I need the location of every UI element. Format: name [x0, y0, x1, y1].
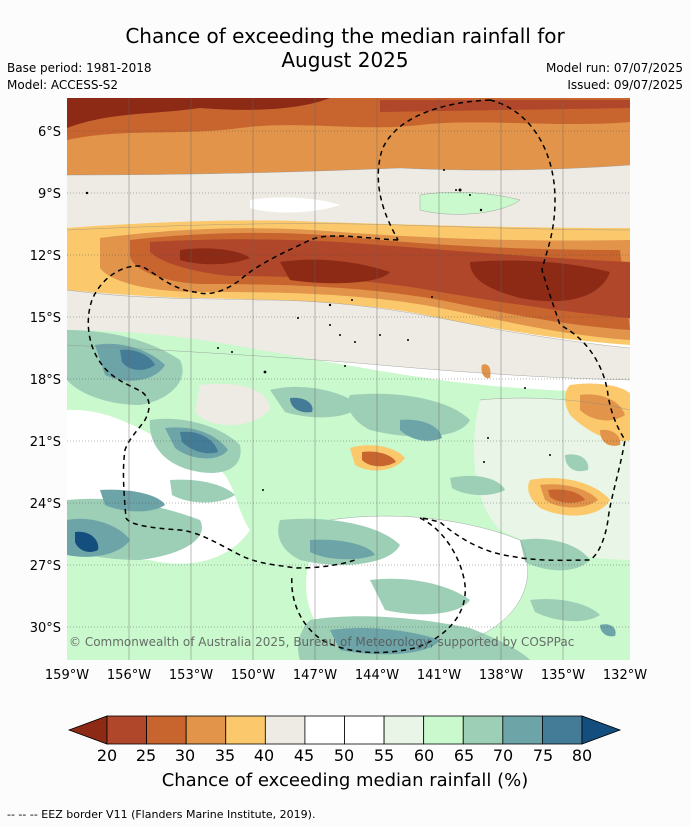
lon-label: 159°W: [45, 668, 89, 683]
lon-label: 141°W: [417, 668, 461, 683]
colorbar-extend-high: [581, 715, 622, 745]
title-line-1: Chance of exceeding the median rainfall …: [125, 24, 565, 48]
meta-left: Base period: 1981-2018 Model: ACCESS-S2: [7, 60, 152, 94]
colorbar-label: Chance of exceeding median rainfall (%): [161, 770, 529, 791]
lat-label: 9°S: [38, 187, 61, 202]
colorbar-tick: 40: [254, 746, 274, 765]
lat-label: 15°S: [30, 311, 61, 326]
colorbar-segment: [185, 715, 227, 745]
lat-label: 27°S: [30, 559, 61, 574]
colorbar-segment: [106, 715, 147, 745]
colorbar-segment: [502, 715, 543, 745]
colorbar-ticks: 20 25 30 35 40 45 50 55 60 65 70 75 80: [97, 746, 592, 765]
lon-label: 135°W: [541, 668, 585, 683]
colorbar-tick: 75: [533, 746, 553, 765]
map-title: Chance of exceeding the median rainfall …: [0, 24, 690, 72]
colorbar-segment: [423, 715, 464, 745]
colorbar-tick: 45: [294, 746, 314, 765]
lat-label: 6°S: [38, 125, 61, 140]
eez-legend: -- -- -- EEZ border V11 (Flanders Marine…: [7, 808, 316, 821]
colorbar-tick: 35: [215, 746, 235, 765]
colorbar-segment: [225, 715, 266, 745]
colorbar-tick: 20: [97, 746, 117, 765]
colorbar-tick: 30: [175, 746, 195, 765]
model-name: Model: ACCESS-S2: [7, 78, 119, 92]
colorbar-segment: [542, 715, 583, 745]
lon-label: 132°W: [603, 668, 647, 683]
lat-label: 21°S: [30, 435, 61, 450]
colorbar-tick: 55: [374, 746, 394, 765]
colorbar-tick: 50: [334, 746, 354, 765]
colorbar-tick: 25: [136, 746, 156, 765]
lat-label: 24°S: [30, 497, 61, 512]
meta-right: Model run: 07/07/2025 Issued: 09/07/2025: [546, 60, 683, 94]
colorbar-tick: 60: [414, 746, 434, 765]
colorbar: [67, 715, 622, 745]
map-plot-area: © Commonwealth of Australia 2025, Bureau…: [67, 98, 630, 660]
title-line-2: August 2025: [281, 48, 409, 72]
lon-label: 153°W: [169, 668, 213, 683]
lon-label: 156°W: [107, 668, 151, 683]
base-period: Base period: 1981-2018: [7, 61, 152, 75]
colorbar-tick: 65: [454, 746, 474, 765]
issued-date: Issued: 09/07/2025: [567, 78, 683, 92]
lat-label: 18°S: [30, 373, 61, 388]
latitude-labels: 6°S 9°S 12°S 15°S 18°S 21°S 24°S 27°S 30…: [30, 125, 61, 636]
lat-label: 30°S: [30, 621, 61, 636]
colorbar-segment: [264, 715, 306, 745]
lon-label: 144°W: [355, 668, 399, 683]
colorbar-tick: 70: [493, 746, 513, 765]
longitude-labels: 159°W 156°W 153°W 150°W 147°W 144°W 141°…: [45, 668, 647, 683]
colorbar-segment: [383, 715, 425, 745]
lon-label: 138°W: [479, 668, 523, 683]
colorbar-extend-low: [67, 715, 108, 745]
colorbar-segment: [344, 715, 385, 745]
lon-label: 147°W: [293, 668, 337, 683]
colorbar-segment: [462, 715, 504, 745]
colorbar-segment: [146, 715, 187, 745]
colorbar-tick: 80: [572, 746, 592, 765]
lon-label: 150°W: [231, 668, 275, 683]
model-run: Model run: 07/07/2025: [545, 61, 683, 75]
colorbar-segment: [304, 715, 345, 745]
copyright-text: © Commonwealth of Australia 2025, Bureau…: [69, 635, 574, 649]
lat-label: 12°S: [30, 249, 61, 264]
